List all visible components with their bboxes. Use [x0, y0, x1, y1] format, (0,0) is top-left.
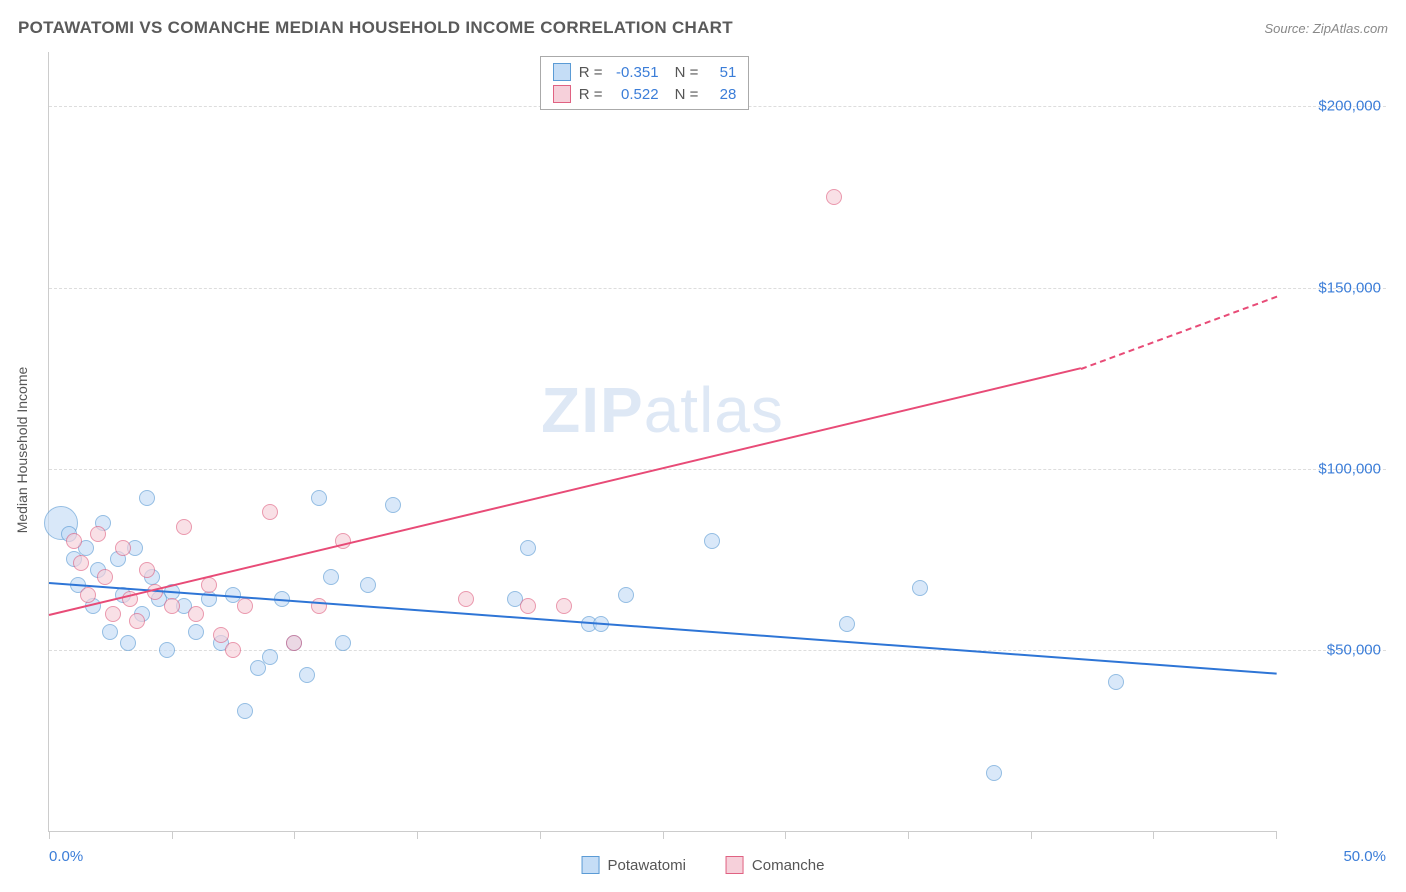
- stats-r-label: R =: [579, 86, 603, 103]
- y-tick-label: $150,000: [1318, 279, 1381, 296]
- gridline: [49, 650, 1386, 651]
- scatter-point: [159, 642, 175, 658]
- stats-n-value: 28: [706, 86, 736, 103]
- scatter-point: [385, 497, 401, 513]
- x-tick: [1153, 831, 1154, 839]
- scatter-point: [105, 606, 121, 622]
- scatter-point: [66, 533, 82, 549]
- legend-label: Potawatomi: [608, 857, 686, 874]
- x-tick: [1276, 831, 1277, 839]
- y-tick-label: $200,000: [1318, 98, 1381, 115]
- x-tick: [908, 831, 909, 839]
- stats-r-value: -0.351: [611, 64, 659, 81]
- scatter-point: [213, 627, 229, 643]
- legend-item-comanche: Comanche: [726, 856, 825, 874]
- scatter-point: [458, 591, 474, 607]
- scatter-point: [176, 519, 192, 535]
- scatter-point: [520, 598, 536, 614]
- scatter-point: [120, 635, 136, 651]
- x-min-label: 0.0%: [49, 848, 83, 865]
- scatter-point: [262, 504, 278, 520]
- stats-r-label: R =: [579, 64, 603, 81]
- scatter-point: [139, 490, 155, 506]
- scatter-point: [323, 569, 339, 585]
- x-tick: [663, 831, 664, 839]
- stats-row: R = -0.351 N = 51: [541, 61, 749, 83]
- stats-n-value: 51: [706, 64, 736, 81]
- stats-n-label: N =: [675, 64, 699, 81]
- y-tick-label: $50,000: [1327, 641, 1381, 658]
- chart-source: Source: ZipAtlas.com: [1264, 21, 1388, 36]
- gridline: [49, 469, 1386, 470]
- scatter-point: [556, 598, 572, 614]
- watermark-atlas: atlas: [644, 374, 784, 446]
- scatter-point: [262, 649, 278, 665]
- trend-line: [49, 582, 1277, 675]
- scatter-point: [986, 765, 1002, 781]
- gridline: [49, 288, 1386, 289]
- stats-box: R = -0.351 N = 51 R = 0.522 N = 28: [540, 56, 750, 110]
- scatter-point: [360, 577, 376, 593]
- watermark: ZIPatlas: [541, 373, 784, 447]
- scatter-point: [311, 490, 327, 506]
- scatter-point: [73, 555, 89, 571]
- scatter-point: [335, 635, 351, 651]
- stats-r-value: 0.522: [611, 86, 659, 103]
- scatter-point: [97, 569, 113, 585]
- scatter-point: [618, 587, 634, 603]
- bottom-legend: Potawatomi Comanche: [582, 856, 825, 874]
- scatter-point: [826, 189, 842, 205]
- plot-area: ZIPatlas $50,000$100,000$150,000$200,000…: [48, 52, 1276, 832]
- chart-container: Median Household Income ZIPatlas $50,000…: [48, 52, 1386, 832]
- legend-label: Comanche: [752, 857, 825, 874]
- trend-line: [49, 368, 1081, 617]
- x-tick: [540, 831, 541, 839]
- scatter-point: [80, 587, 96, 603]
- y-tick-label: $100,000: [1318, 460, 1381, 477]
- scatter-point: [299, 667, 315, 683]
- scatter-point: [225, 642, 241, 658]
- scatter-point: [286, 635, 302, 651]
- x-tick: [294, 831, 295, 839]
- scatter-point: [129, 613, 145, 629]
- legend-swatch: [726, 856, 744, 874]
- stats-row: R = 0.522 N = 28: [541, 83, 749, 105]
- scatter-point: [520, 540, 536, 556]
- stats-n-label: N =: [675, 86, 699, 103]
- scatter-point: [1108, 674, 1124, 690]
- chart-header: POTAWATOMI VS COMANCHE MEDIAN HOUSEHOLD …: [18, 18, 1388, 38]
- x-tick: [417, 831, 418, 839]
- legend-item-potawatomi: Potawatomi: [582, 856, 686, 874]
- legend-swatch: [582, 856, 600, 874]
- x-tick: [172, 831, 173, 839]
- scatter-point: [237, 703, 253, 719]
- chart-title: POTAWATOMI VS COMANCHE MEDIAN HOUSEHOLD …: [18, 18, 733, 38]
- scatter-point: [115, 540, 131, 556]
- scatter-point: [188, 606, 204, 622]
- x-tick: [785, 831, 786, 839]
- stats-swatch: [553, 63, 571, 81]
- scatter-point: [912, 580, 928, 596]
- scatter-point: [90, 526, 106, 542]
- x-tick: [1031, 831, 1032, 839]
- scatter-point: [188, 624, 204, 640]
- x-max-label: 50.0%: [1343, 848, 1386, 865]
- stats-swatch: [553, 85, 571, 103]
- x-tick: [49, 831, 50, 839]
- y-axis-label: Median Household Income: [14, 367, 30, 534]
- scatter-point: [139, 562, 155, 578]
- scatter-point: [102, 624, 118, 640]
- scatter-point: [704, 533, 720, 549]
- watermark-zip: ZIP: [541, 374, 644, 446]
- trend-line-extension: [1080, 295, 1277, 369]
- scatter-point: [839, 616, 855, 632]
- scatter-point: [237, 598, 253, 614]
- scatter-point: [164, 598, 180, 614]
